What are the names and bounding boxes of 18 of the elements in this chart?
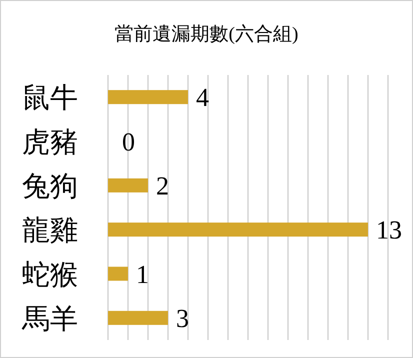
y-tick-label: 龍雞: [22, 216, 78, 247]
data-label: 2: [156, 171, 169, 200]
chart-title: 當前遺漏期數(六合組): [114, 23, 298, 45]
bar: [108, 310, 168, 325]
bar: [108, 222, 368, 237]
data-label: 3: [176, 304, 189, 333]
data-label: 4: [196, 83, 209, 112]
data-label: 0: [122, 127, 135, 156]
y-tick-label: 虎豬: [22, 127, 78, 158]
y-tick-label: 馬羊: [21, 304, 78, 335]
y-tick-label: 鼠牛: [22, 83, 78, 114]
data-label: 1: [136, 260, 149, 289]
bar: [108, 266, 128, 281]
data-label: 13: [376, 216, 402, 245]
y-tick-label: 蛇猴: [22, 260, 78, 291]
y-tick-label: 兔狗: [22, 171, 78, 202]
bar: [108, 90, 188, 104]
bar: [108, 178, 148, 192]
